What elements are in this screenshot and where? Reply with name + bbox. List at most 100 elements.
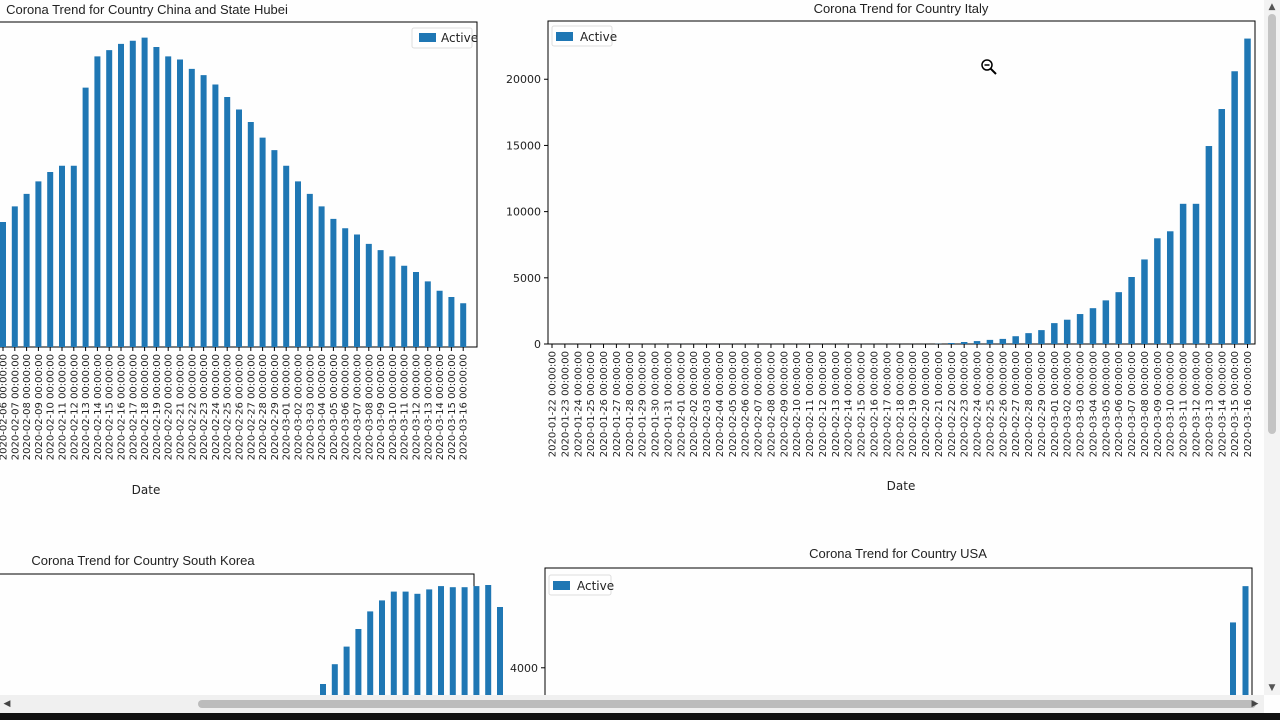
bar — [1128, 277, 1135, 344]
horizontal-scrollbar[interactable]: ◀ ▶ — [0, 695, 1264, 713]
bar — [153, 47, 160, 347]
x-tick-label: 2020-03-15 00:00:00 — [447, 354, 458, 460]
x-tick-label: 2020-02-18 00:00:00 — [895, 351, 906, 457]
x-tick-label: 2020-03-05 00:00:00 — [329, 354, 340, 460]
vertical-scrollbar[interactable]: ▲ ▼ — [1264, 0, 1280, 695]
bar — [354, 234, 360, 347]
bar — [342, 228, 349, 347]
bar — [1166, 231, 1174, 344]
x-tick-label: 2020-03-14 00:00:00 — [1217, 351, 1228, 457]
x-tick-label: 2020-03-14 00:00:00 — [435, 354, 446, 460]
x-tick-label: 2020-01-30 00:00:00 — [651, 351, 662, 457]
x-tick-label: 2020-03-16 00:00:00 — [1243, 351, 1254, 457]
bar — [343, 646, 350, 695]
x-tick-label: 2020-02-01 00:00:00 — [676, 351, 687, 457]
x-tick-label: 2020-02-07 00:00:00 — [754, 351, 765, 457]
x-tick-label: 2020-02-21 00:00:00 — [934, 351, 945, 457]
x-tick-label: 2020-02-12 00:00:00 — [69, 354, 80, 460]
x-tick-label: 2020-03-12 00:00:00 — [412, 354, 423, 460]
scroll-up-arrow-icon[interactable]: ▲ — [1268, 2, 1276, 12]
x-tick-label: 2020-02-16 00:00:00 — [117, 354, 128, 460]
bottom-edge — [0, 713, 1280, 720]
chart-title: Corona Trend for Country USA — [809, 546, 987, 561]
bar — [106, 50, 113, 348]
bar — [1141, 259, 1148, 344]
bar — [377, 250, 384, 348]
x-tick-label: 2020-02-29 00:00:00 — [1037, 351, 1048, 457]
bar — [1089, 308, 1097, 344]
bars-group — [0, 37, 467, 348]
x-tick-label: 2020-03-08 00:00:00 — [1140, 351, 1151, 457]
y-tick-label: 0 — [534, 338, 541, 351]
y-tick-labels: 4000 — [510, 662, 545, 675]
legend: Active — [411, 27, 478, 49]
chart-china-hubei: Corona Trend for Country China and State… — [0, 2, 478, 497]
x-tick-label: 2020-02-24 00:00:00 — [973, 351, 984, 457]
bar — [224, 97, 231, 347]
legend-label: Active — [577, 579, 614, 593]
bar — [236, 109, 242, 347]
y-tick-label: 4000 — [510, 662, 538, 675]
vertical-scroll-thumb[interactable] — [1268, 14, 1276, 434]
x-tick-label: 2020-03-13 00:00:00 — [1204, 351, 1215, 457]
x-tick-label: 2020-03-08 00:00:00 — [364, 354, 375, 460]
bar — [331, 664, 338, 695]
x-tick-label: 2020-02-02 00:00:00 — [689, 351, 700, 457]
x-tick-label: 2020-02-26 00:00:00 — [235, 354, 246, 460]
x-tick-label: 2020-02-22 00:00:00 — [187, 354, 198, 460]
bar — [271, 150, 278, 348]
x-tick-label: 2020-02-13 00:00:00 — [81, 354, 92, 460]
bar — [188, 68, 195, 348]
bar — [247, 122, 254, 347]
bar — [986, 339, 994, 344]
x-tick-label: 2020-03-09 00:00:00 — [1153, 351, 1164, 457]
scroll-down-arrow-icon[interactable]: ▼ — [1268, 683, 1276, 693]
bar — [973, 341, 981, 344]
bar — [461, 587, 468, 695]
x-tick-label: 2020-02-20 00:00:00 — [164, 354, 175, 460]
bar — [414, 593, 421, 695]
bar — [295, 181, 301, 348]
bar — [82, 87, 89, 348]
y-tick-label: 15000 — [506, 139, 541, 152]
scroll-right-arrow-icon[interactable]: ▶ — [1251, 699, 1259, 709]
bar — [118, 43, 124, 347]
x-tick-label: 2020-03-10 00:00:00 — [388, 354, 399, 460]
bar — [1063, 319, 1071, 344]
legend-swatch — [419, 33, 436, 42]
bar — [436, 290, 443, 347]
x-tick-label: 2020-01-31 00:00:00 — [663, 351, 674, 457]
horizontal-scroll-thumb[interactable] — [198, 700, 1256, 708]
scroll-left-arrow-icon[interactable]: ◀ — [3, 699, 11, 709]
x-tick-label: 2020-02-03 00:00:00 — [702, 351, 713, 457]
plot-frame — [547, 20, 1256, 345]
bar — [1012, 336, 1019, 344]
x-tick-label: 2020-01-27 00:00:00 — [612, 351, 623, 457]
x-tick-label: 2020-02-18 00:00:00 — [140, 354, 151, 460]
x-tick-label: 2020-02-07 00:00:00 — [10, 354, 21, 460]
bar — [306, 193, 313, 348]
x-tick-label: 2020-02-20 00:00:00 — [921, 351, 932, 457]
bar — [177, 59, 183, 347]
legend: Active — [551, 25, 617, 47]
bar — [141, 37, 148, 348]
bar — [129, 40, 136, 347]
x-tick-label: 2020-02-16 00:00:00 — [870, 351, 881, 457]
bar — [259, 137, 266, 348]
bar — [1154, 238, 1161, 344]
x-tick-label: 2020-01-26 00:00:00 — [599, 351, 610, 457]
bar — [94, 56, 101, 348]
x-tick-label: 2020-02-19 00:00:00 — [152, 354, 163, 460]
bar — [212, 84, 219, 347]
bar — [426, 589, 433, 695]
bar — [35, 181, 42, 348]
bar — [424, 281, 431, 347]
x-tick-label: 2020-02-26 00:00:00 — [998, 351, 1009, 457]
bar — [355, 629, 362, 695]
bar — [23, 193, 30, 348]
x-axis-label: Date — [887, 479, 916, 493]
bar — [389, 256, 396, 347]
chart-title: Corona Trend for Country China and State… — [6, 2, 288, 17]
x-tick-label: 2020-02-04 00:00:00 — [715, 351, 726, 457]
bars-group — [651, 38, 1251, 344]
